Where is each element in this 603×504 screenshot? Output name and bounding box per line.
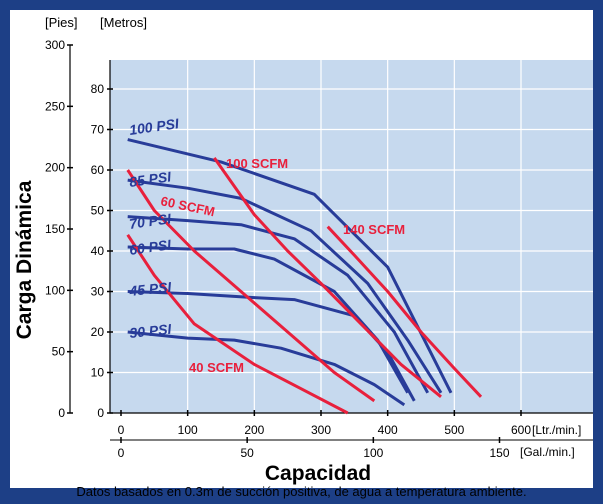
x-primary-unit: [Ltr./min.] <box>532 423 581 437</box>
scfm-line-0 <box>126 233 349 415</box>
x-lpm-label-500: 500 <box>444 423 464 437</box>
x-lpm-label-200: 200 <box>244 423 264 437</box>
x-gpm-label-150: 150 <box>489 446 509 460</box>
pressure-line-0 <box>127 138 453 394</box>
x-gpm-label-0: 0 <box>118 446 125 460</box>
y-ft-label-100: 100 <box>45 283 65 297</box>
y-m-label-40: 40 <box>91 244 105 258</box>
x-lpm-label-300: 300 <box>311 423 331 437</box>
y-m-label-80: 80 <box>91 82 105 96</box>
y-m-label-10: 10 <box>91 366 105 380</box>
pressure-label-2: 70 PSI <box>128 210 173 232</box>
pressure-label-5: 30 PSI <box>129 321 174 341</box>
footnote: Datos basados en 0.3m de succión positiv… <box>76 484 527 499</box>
y-ft-label-150: 150 <box>45 222 65 236</box>
y-m-label-60: 60 <box>91 163 105 177</box>
series-layer <box>126 138 483 415</box>
y-m-label-0: 0 <box>97 406 104 420</box>
series-labels: 100 PSI 85 PSI 70 PSI 60 PSI 45 PSI 30 PSI 40 … <box>128 115 405 375</box>
y-ft-label-250: 250 <box>45 99 65 113</box>
y-m-label-30: 30 <box>91 285 105 299</box>
scfm-line-3 <box>326 225 483 398</box>
x-lpm-label-400: 400 <box>378 423 398 437</box>
scfm-label-3: 140 SCFM <box>343 222 405 237</box>
plot-area <box>110 60 593 413</box>
y-m-label-20: 20 <box>91 325 105 339</box>
y-inner-unit: [Metros] <box>100 15 147 30</box>
scfm-line-1 <box>126 169 376 403</box>
y-m-label-50: 50 <box>91 204 105 218</box>
x-secondary-unit: [Gal./min.] <box>520 445 575 459</box>
performance-chart: 0 50 100 150 200 250 300 0 10 20 30 40 50 60 70 80 0 100 2… <box>13 15 593 485</box>
scfm-label-0: 40 SCFM <box>189 360 244 375</box>
pressure-label-4: 45 PSI <box>128 279 174 300</box>
scfm-line-2 <box>213 157 442 398</box>
pressure-line-2 <box>127 215 430 394</box>
x-lpm-label-0: 0 <box>118 423 125 437</box>
y-axis-title: Carga Dinámica <box>13 180 36 339</box>
scfm-label-2: 100 SCFM <box>226 156 288 171</box>
pressure-line-5 <box>127 330 406 407</box>
x-lpm-label-100: 100 <box>178 423 198 437</box>
x-gpm-label-50: 50 <box>240 446 254 460</box>
pressure-label-1: 85 PSI <box>128 168 173 190</box>
chart-card: 0 50 100 150 200 250 300 0 10 20 30 40 50 60 70 80 0 100 2… <box>10 10 593 488</box>
pressure-label-3: 60 PSI <box>128 236 173 258</box>
x-gpm-label-100: 100 <box>363 446 383 460</box>
pressure-label-0: 100 PSI <box>128 115 181 138</box>
pressure-line-1 <box>127 178 443 394</box>
y-m-label-70: 70 <box>91 123 105 137</box>
y-ft-label-0: 0 <box>58 406 65 420</box>
y-ft-label-50: 50 <box>52 345 66 359</box>
y-ft-label-200: 200 <box>45 161 65 175</box>
axis-ticks: 0 50 100 150 200 250 300 0 10 20 30 40 50 60 70 80 0 100 2… <box>45 38 593 460</box>
y-ft-label-300: 300 <box>45 38 65 52</box>
x-lpm-label-600: 600 <box>511 423 531 437</box>
x-axis-title: Capacidad <box>265 462 371 485</box>
y-outer-unit: [Pies] <box>45 15 78 30</box>
